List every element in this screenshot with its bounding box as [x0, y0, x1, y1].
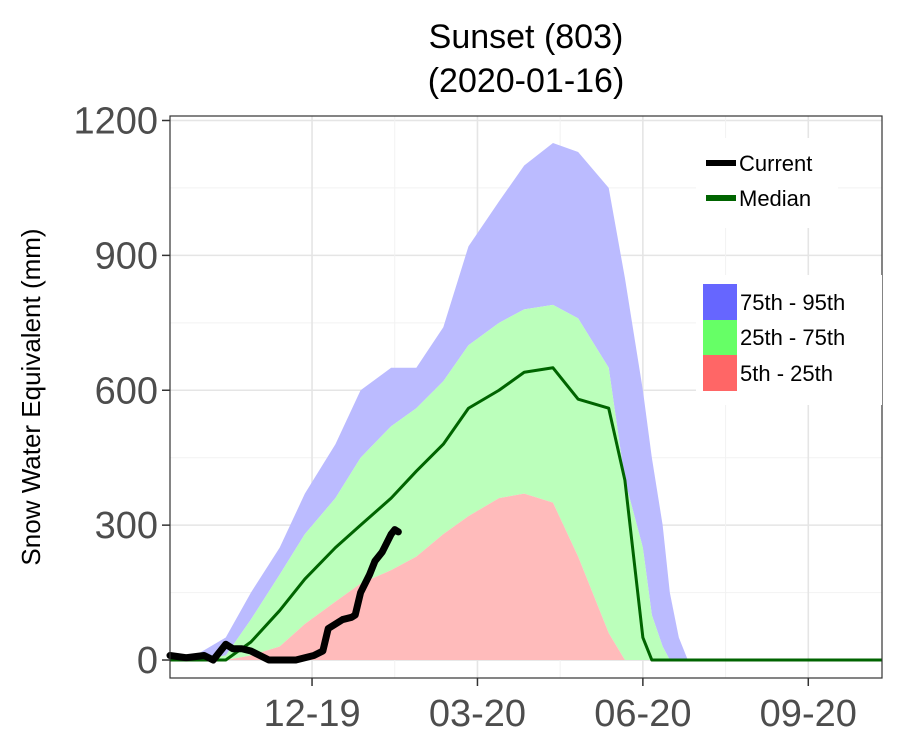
legend-75-95-swatch: [703, 284, 737, 320]
legend-5-25-swatch: [703, 355, 737, 391]
y-tick-label: 900: [95, 235, 158, 277]
series-lines: [166, 366, 882, 664]
x-tick-label: 09-20: [760, 693, 857, 735]
legend-25-75-label: 25th - 75th: [740, 325, 845, 350]
line-legend-bg: [696, 138, 838, 228]
legend-25-75-swatch: [703, 320, 737, 356]
legend-5-25-label: 5th - 25th: [740, 361, 833, 386]
band-legend: 75th - 95th 25th - 75th 5th - 25th: [696, 275, 882, 405]
x-tick-label: 03-20: [429, 693, 526, 735]
y-axis-label: Snow Water Equivalent (mm): [16, 228, 46, 565]
y-axis: 0 300 600 900 1200: [73, 100, 170, 682]
legend-median-label: Median: [739, 186, 811, 211]
chart-subtitle: (2020-01-16): [428, 62, 625, 100]
legend-75-95-label: 75th - 95th: [740, 290, 845, 315]
y-tick-label: 600: [95, 370, 158, 412]
x-axis: 12-19 03-20 06-20 09-20: [263, 678, 857, 735]
y-tick-label: 1200: [73, 100, 158, 142]
chart-title: Sunset (803): [429, 18, 624, 56]
y-tick-label: 0: [137, 640, 158, 682]
current-line: [166, 526, 402, 664]
x-tick-label: 06-20: [594, 693, 691, 735]
x-tick-label: 12-19: [263, 693, 360, 735]
median-line: [170, 366, 882, 662]
y-tick-label: 300: [95, 505, 158, 547]
line-legend: Current Median: [696, 138, 838, 228]
legend-current-label: Current: [739, 151, 812, 176]
band-75-95: [170, 142, 882, 661]
band-25-75: [170, 304, 882, 661]
